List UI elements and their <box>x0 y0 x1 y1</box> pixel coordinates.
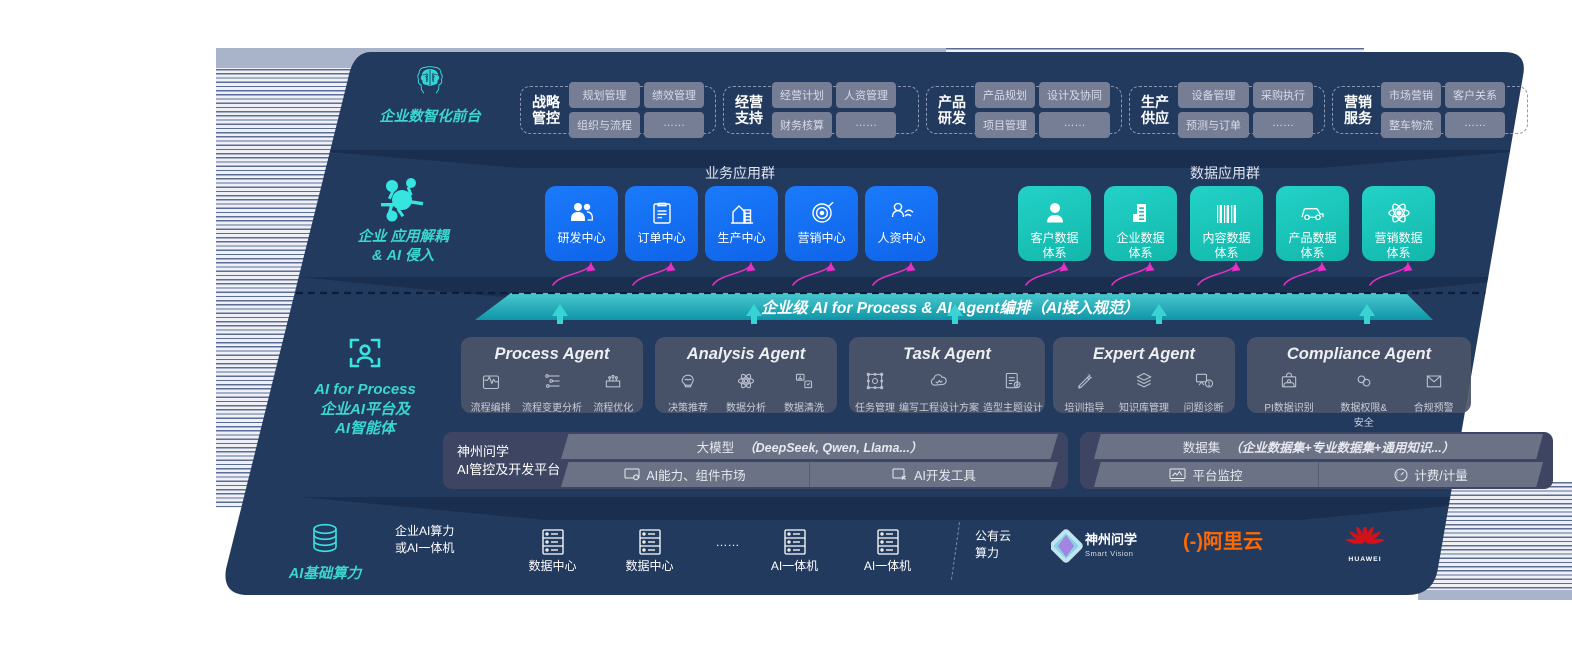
svg-text:神州问学: 神州问学 <box>1085 532 1137 547</box>
svg-text:Smart Vision: Smart Vision <box>1085 549 1133 558</box>
svg-text:(-)阿里云: (-)阿里云 <box>1183 530 1263 553</box>
svg-text:HUAWEI: HUAWEI <box>1348 556 1381 563</box>
